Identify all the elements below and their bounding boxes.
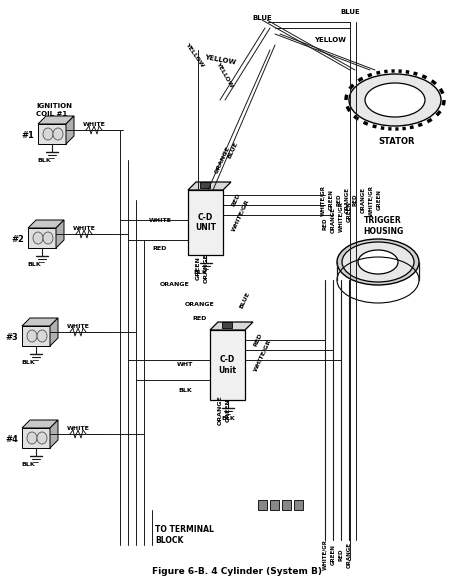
- Text: WHITE/GR: WHITE/GR: [322, 540, 328, 570]
- Ellipse shape: [37, 330, 47, 342]
- Text: WHITE/GR: WHITE/GR: [252, 338, 272, 372]
- Polygon shape: [22, 428, 50, 448]
- Text: WHITE/GR: WHITE/GR: [368, 184, 374, 215]
- Text: WHITE/GR: WHITE/GR: [230, 198, 250, 232]
- Ellipse shape: [37, 432, 47, 444]
- Text: WHITE: WHITE: [148, 218, 172, 222]
- Text: WHITE: WHITE: [73, 225, 95, 230]
- Text: WHT: WHT: [177, 363, 193, 367]
- Text: WHITE/GR: WHITE/GR: [320, 184, 326, 215]
- Text: ORANGE: ORANGE: [203, 253, 209, 283]
- Ellipse shape: [27, 432, 37, 444]
- Text: ORANGE: ORANGE: [214, 146, 232, 175]
- Ellipse shape: [27, 330, 37, 342]
- Polygon shape: [66, 116, 74, 144]
- Text: BLK: BLK: [37, 158, 51, 164]
- Text: GREEN: GREEN: [195, 256, 201, 280]
- Polygon shape: [188, 190, 223, 255]
- Polygon shape: [222, 322, 232, 328]
- Text: RED: RED: [337, 194, 341, 206]
- Text: ORANGE: ORANGE: [361, 187, 365, 213]
- Text: BLK: BLK: [27, 262, 41, 268]
- Polygon shape: [210, 330, 245, 400]
- Text: IGNITION
COIL #1: IGNITION COIL #1: [36, 104, 72, 116]
- Polygon shape: [22, 318, 58, 326]
- Text: RED: RED: [231, 193, 241, 208]
- Text: YELLOW: YELLOW: [185, 42, 205, 68]
- Ellipse shape: [349, 74, 441, 126]
- Polygon shape: [50, 420, 58, 448]
- Text: GREEN: GREEN: [328, 190, 334, 211]
- Polygon shape: [56, 220, 64, 248]
- Text: RED: RED: [253, 332, 263, 347]
- Text: BLUE: BLUE: [239, 291, 251, 309]
- Polygon shape: [38, 124, 66, 144]
- Polygon shape: [38, 116, 74, 124]
- Text: RED: RED: [153, 246, 167, 250]
- Text: BLK: BLK: [193, 269, 207, 275]
- Ellipse shape: [365, 83, 425, 117]
- Text: YELLOW: YELLOW: [314, 37, 346, 43]
- Ellipse shape: [43, 232, 53, 244]
- Text: C-D
Unit: C-D Unit: [219, 355, 237, 375]
- Ellipse shape: [53, 128, 63, 140]
- Text: RED: RED: [193, 315, 207, 321]
- Polygon shape: [22, 326, 50, 346]
- Text: BLUE: BLUE: [227, 141, 239, 159]
- Text: TRIGGER
HOUSING: TRIGGER HOUSING: [363, 217, 403, 236]
- Text: RED: RED: [338, 549, 344, 561]
- FancyBboxPatch shape: [282, 500, 291, 510]
- Text: GREEN: GREEN: [346, 201, 352, 222]
- FancyBboxPatch shape: [270, 500, 279, 510]
- Text: WHITE: WHITE: [66, 324, 90, 328]
- Text: C-D
UNIT: C-D UNIT: [195, 213, 216, 232]
- Polygon shape: [210, 322, 253, 330]
- Text: GREEN: GREEN: [330, 545, 336, 566]
- Text: #2: #2: [11, 236, 24, 244]
- Text: ORANGE: ORANGE: [345, 187, 349, 213]
- Text: WHITE/GR: WHITE/GR: [338, 201, 344, 232]
- Text: ORANGE: ORANGE: [330, 207, 336, 233]
- Text: #4: #4: [5, 435, 18, 445]
- Text: BLK: BLK: [21, 463, 35, 467]
- Text: GREEN: GREEN: [376, 190, 382, 211]
- Ellipse shape: [342, 242, 414, 282]
- Text: BLUE: BLUE: [252, 15, 272, 21]
- Ellipse shape: [337, 239, 419, 285]
- Ellipse shape: [33, 232, 43, 244]
- Text: BLUE: BLUE: [340, 9, 360, 15]
- Text: #3: #3: [5, 333, 18, 342]
- Polygon shape: [188, 182, 231, 190]
- Text: ORANGE: ORANGE: [346, 542, 352, 568]
- Polygon shape: [28, 220, 64, 228]
- Text: YELLOW: YELLOW: [216, 61, 234, 88]
- FancyBboxPatch shape: [258, 500, 267, 510]
- Text: BLK: BLK: [21, 360, 35, 365]
- Text: GREEN: GREEN: [226, 398, 230, 422]
- Text: RED: RED: [353, 194, 357, 206]
- Text: TO TERMINAL
BLOCK: TO TERMINAL BLOCK: [155, 526, 214, 545]
- Text: WHITE: WHITE: [82, 122, 105, 126]
- Text: ORANGE: ORANGE: [218, 395, 222, 425]
- Polygon shape: [50, 318, 58, 346]
- Text: Figure 6-B. 4 Cylinder (System B): Figure 6-B. 4 Cylinder (System B): [152, 567, 322, 577]
- Polygon shape: [200, 182, 210, 188]
- Text: YELLOW: YELLOW: [204, 54, 236, 66]
- Ellipse shape: [358, 250, 398, 274]
- Text: BLK: BLK: [221, 416, 235, 421]
- Text: ORANGE: ORANGE: [185, 303, 215, 307]
- Text: RED: RED: [322, 218, 328, 230]
- Text: STATOR: STATOR: [379, 137, 415, 147]
- FancyBboxPatch shape: [294, 500, 303, 510]
- Polygon shape: [28, 228, 56, 248]
- Text: BLK: BLK: [178, 388, 192, 392]
- Polygon shape: [22, 420, 58, 428]
- Text: #1: #1: [21, 132, 34, 140]
- Ellipse shape: [43, 128, 53, 140]
- Text: ORANGE: ORANGE: [160, 282, 190, 288]
- Text: WHITE: WHITE: [66, 425, 90, 431]
